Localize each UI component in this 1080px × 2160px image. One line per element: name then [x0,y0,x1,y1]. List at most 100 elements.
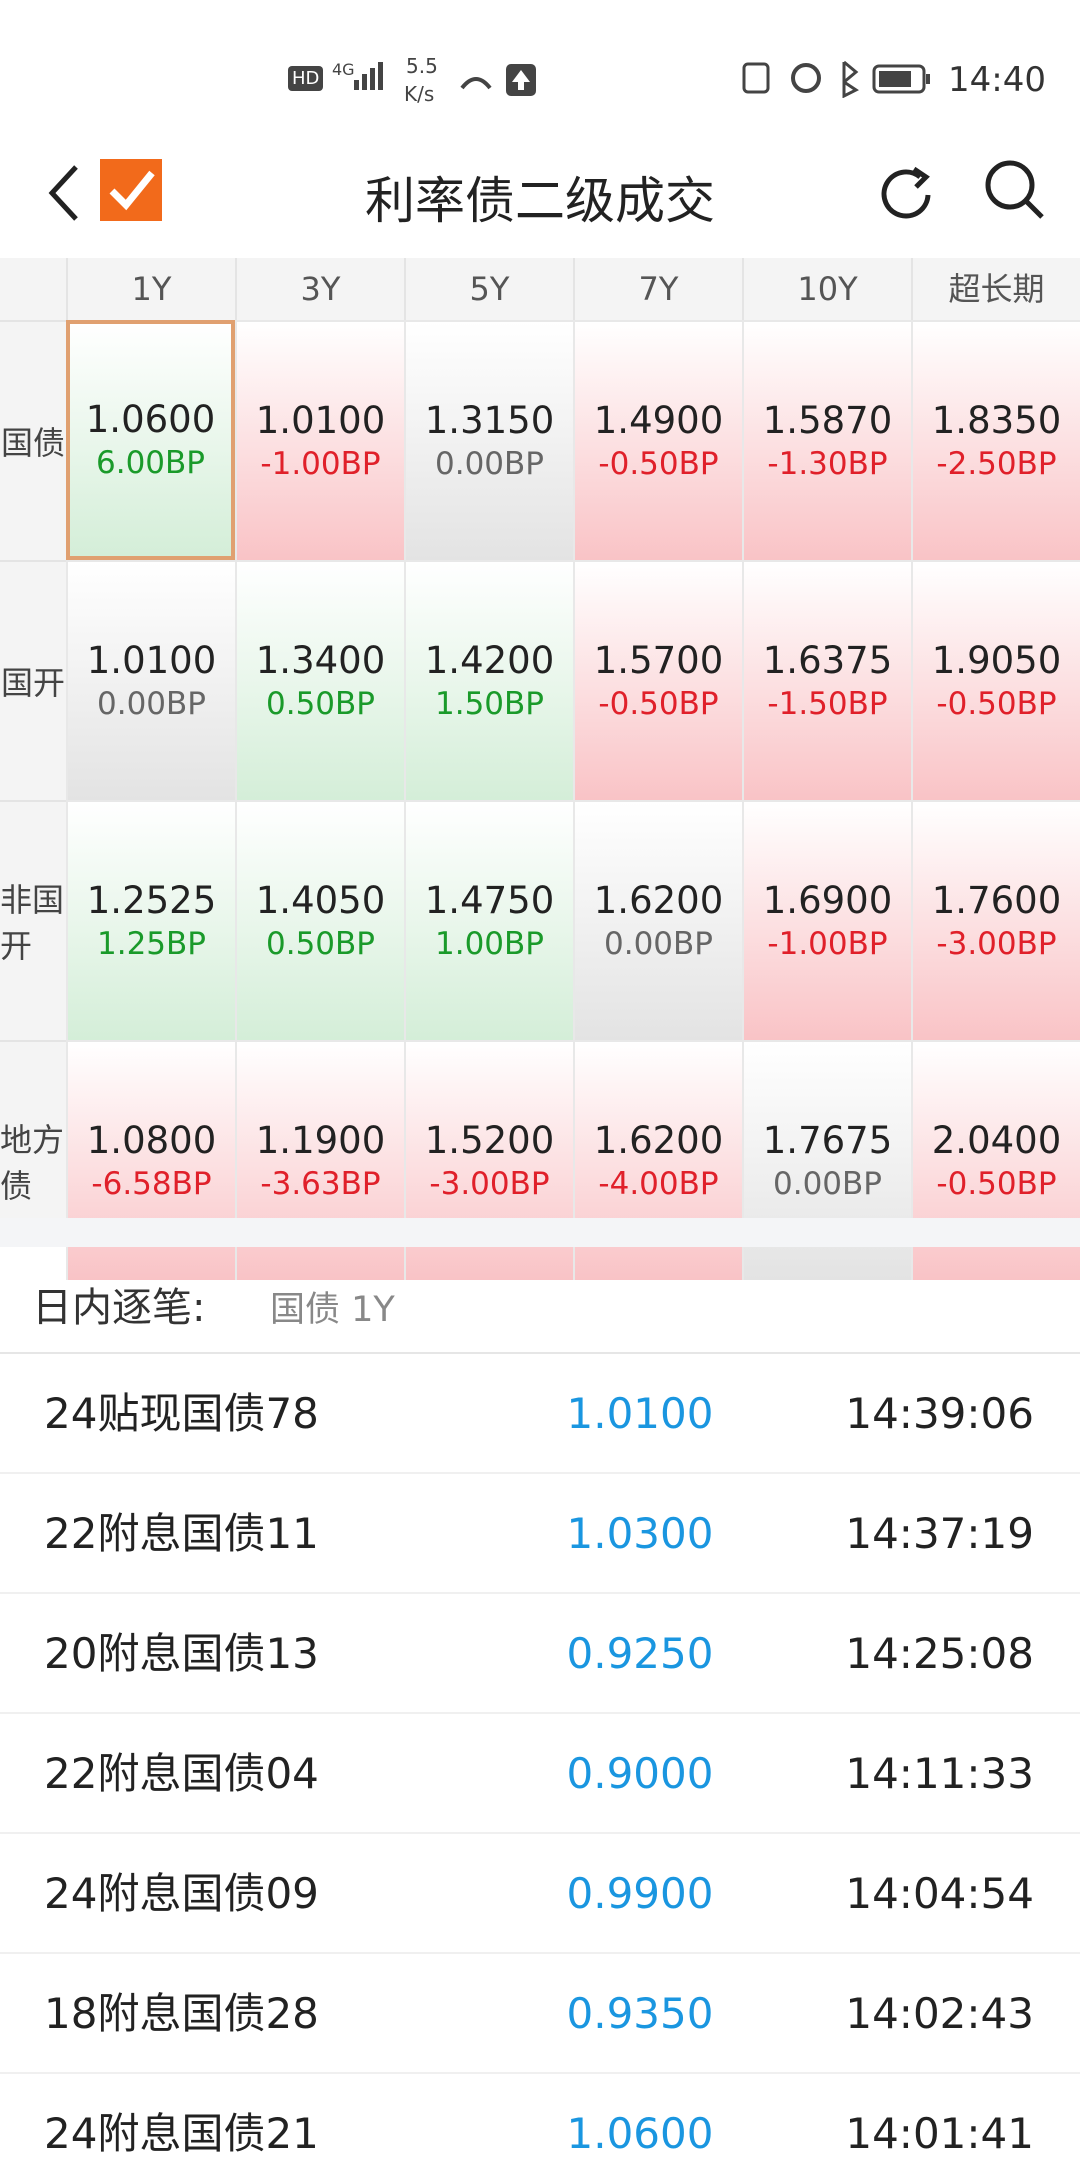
yield-value: 1.4200 [424,639,555,682]
intraday-label: 日内逐笔: [32,1285,206,1331]
trade-yield: 0.9900 [566,1869,714,1918]
yield-value: 2.0400 [931,1119,1062,1162]
yield-value: 1.6200 [593,1119,724,1162]
separator [0,1218,1080,1247]
row-header: 地方债 [0,1040,66,1280]
row-header: 国债 [0,320,66,560]
bp-change: 0.50BP [266,686,375,722]
page-title: 利率债二级成交 [365,172,715,230]
yield-value: 1.3150 [424,399,555,442]
rate-cell[interactable]: 1.3150 0.00BP [404,320,573,560]
rate-cell[interactable]: 1.4900 -0.50BP [573,320,742,560]
rate-cell[interactable]: 1.0100 0.00BP [66,560,235,800]
column-header: 3Y [235,258,404,320]
bp-change: 1.00BP [435,926,544,962]
hd-icon: HD [288,66,324,91]
yield-value: 1.9050 [931,639,1062,682]
bp-change: 6.00BP [96,445,205,481]
trade-name: 24附息国债09 [44,1869,319,1918]
row-label: 非国开 [0,881,65,965]
trade-time: 14:04:54 [845,1869,1034,1918]
row-label: 地方债 [0,1121,65,1205]
bp-change: -0.50BP [936,686,1057,722]
trade-row[interactable]: 24贴现国债78 1.0100 14:39:06 [0,1354,1080,1474]
bp-change: -3.63BP [260,1166,381,1202]
misc-icons [460,64,536,96]
system-icons [742,60,930,98]
yield-value: 1.6375 [762,639,893,682]
rate-cell[interactable]: 1.3400 0.50BP [235,560,404,800]
rate-cell[interactable]: 1.4200 1.50BP [404,560,573,800]
bp-change: 1.50BP [435,686,544,722]
bp-change: -1.00BP [767,926,888,962]
row-label: 国债 [0,424,65,462]
search-button[interactable] [982,157,1048,223]
clock: 14:40 [948,60,1046,100]
trade-time: 14:37:19 [845,1509,1034,1558]
trade-yield: 1.0600 [566,2109,714,2158]
yield-value: 1.4050 [255,879,386,922]
trade-list: 24贴现国债78 1.0100 14:39:06 22附息国债11 1.0300 14:3… [0,1354,1080,2160]
yield-value: 1.2525 [86,879,217,922]
rate-cell[interactable]: 1.9050 -0.50BP [911,560,1080,800]
bp-change: 1.25BP [97,926,206,962]
trade-yield: 0.9350 [566,1989,714,2038]
bp-change: -0.50BP [936,1166,1057,1202]
trade-row[interactable]: 20附息国债13 0.9250 14:25:08 [0,1594,1080,1714]
trade-time: 14:25:08 [845,1629,1034,1678]
bp-change: 0.00BP [435,446,544,482]
yield-value: 1.5870 [762,399,893,442]
rate-cell[interactable]: 1.7600 -3.00BP [911,800,1080,1040]
yield-value: 1.7600 [931,879,1062,922]
rate-cell[interactable]: 1.0100 -1.00BP [235,320,404,560]
rate-cell[interactable]: 1.6375 -1.50BP [742,560,911,800]
speed-unit: K/s [404,82,435,106]
bp-change: -0.50BP [598,446,719,482]
yield-value: 1.4750 [424,879,555,922]
back-button[interactable] [44,161,84,225]
rate-cell[interactable]: 1.5870 -1.30BP [742,320,911,560]
bp-change: -3.00BP [429,1166,550,1202]
trade-row[interactable]: 18附息国债28 0.9350 14:02:43 [0,1954,1080,2074]
yield-value: 1.6900 [762,879,893,922]
trade-yield: 0.9250 [566,1629,714,1678]
speed-value: 5.5 [406,54,438,78]
yield-value: 1.3400 [255,639,386,682]
rate-cell[interactable]: 1.0600 6.00BP [66,320,235,560]
status-bar: HD 4G 5.5 K/s 14:40 [0,0,1080,131]
trade-name: 20附息国债13 [44,1629,319,1678]
bp-change: -2.50BP [936,446,1057,482]
rate-cell[interactable]: 1.4750 1.00BP [404,800,573,1040]
trade-row[interactable]: 22附息国债04 0.9000 14:11:33 [0,1714,1080,1834]
bp-change: -6.58BP [91,1166,212,1202]
rate-cell[interactable]: 1.6200 0.00BP [573,800,742,1040]
rate-cell[interactable]: 1.6900 -1.00BP [742,800,911,1040]
trade-name: 24贴现国债78 [44,1389,319,1438]
rate-cell[interactable]: 1.8350 -2.50BP [911,320,1080,560]
bp-change: 0.00BP [604,926,713,962]
yield-value: 1.8350 [931,399,1062,442]
trade-time: 14:11:33 [845,1749,1034,1798]
signal-icon [354,62,383,90]
yield-value: 1.1900 [255,1119,386,1162]
bp-change: -3.00BP [936,926,1057,962]
trade-yield: 0.9000 [566,1749,714,1798]
column-header: 1Y [66,258,235,320]
rate-cell[interactable]: 1.4050 0.50BP [235,800,404,1040]
yield-value: 1.0100 [86,639,217,682]
rate-cell[interactable]: 1.5700 -0.50BP [573,560,742,800]
bp-change: -4.00BP [598,1166,719,1202]
trade-name: 22附息国债04 [44,1749,319,1798]
row-header: 国开 [0,560,66,800]
bp-change: -1.00BP [260,446,381,482]
trade-row[interactable]: 22附息国债11 1.0300 14:37:19 [0,1474,1080,1594]
column-header: 超长期 [911,258,1080,320]
trade-row[interactable]: 24附息国债21 1.0600 14:01:41 [0,2074,1080,2160]
trade-time: 14:02:43 [845,1989,1034,2038]
bp-change: -0.50BP [598,686,719,722]
trade-row[interactable]: 24附息国债09 0.9900 14:04:54 [0,1834,1080,1954]
rate-cell[interactable]: 1.2525 1.25BP [66,800,235,1040]
yield-value: 1.0600 [85,398,216,441]
refresh-button[interactable] [880,165,940,225]
